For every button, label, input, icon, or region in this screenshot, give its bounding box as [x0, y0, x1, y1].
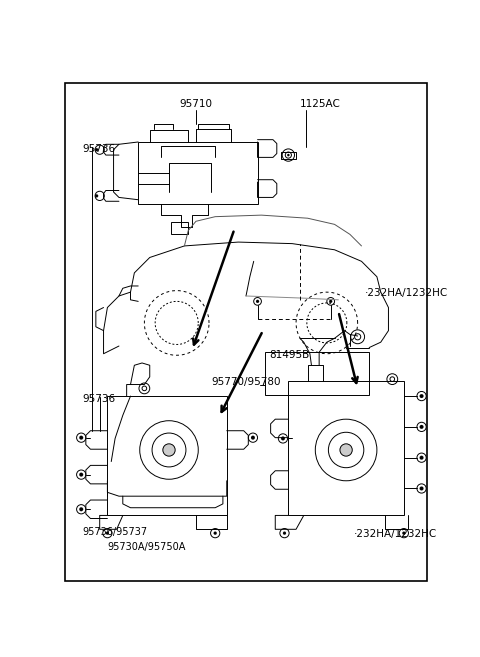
Bar: [138, 142, 258, 204]
Text: 95770/95780: 95770/95780: [211, 377, 281, 387]
Text: 95710: 95710: [180, 99, 213, 109]
Bar: [108, 396, 227, 516]
Circle shape: [287, 154, 289, 156]
Circle shape: [283, 532, 286, 535]
Circle shape: [256, 300, 259, 303]
Text: ·232HA/1232HC: ·232HA/1232HC: [354, 530, 437, 539]
Text: 95730A/95750A: 95730A/95750A: [108, 543, 186, 553]
Circle shape: [340, 444, 352, 456]
Text: 81495B: 81495B: [269, 350, 309, 360]
Circle shape: [251, 436, 255, 440]
Text: ·232HA/1232HC: ·232HA/1232HC: [365, 288, 449, 298]
Circle shape: [79, 507, 83, 511]
Circle shape: [329, 300, 332, 303]
Text: 1125AC: 1125AC: [300, 99, 341, 109]
Circle shape: [95, 194, 98, 197]
Circle shape: [163, 444, 175, 456]
Bar: [288, 380, 404, 516]
Circle shape: [402, 532, 406, 535]
Bar: [171, 222, 188, 235]
Circle shape: [95, 148, 98, 151]
Text: 95736: 95736: [83, 394, 116, 404]
Circle shape: [79, 472, 83, 476]
Circle shape: [420, 487, 423, 490]
Circle shape: [79, 436, 83, 440]
Circle shape: [106, 532, 109, 535]
Circle shape: [420, 425, 423, 429]
Circle shape: [420, 394, 423, 398]
Text: 95736: 95736: [83, 145, 116, 154]
Circle shape: [214, 532, 217, 535]
Bar: [265, 352, 369, 395]
Circle shape: [281, 436, 285, 440]
Circle shape: [420, 456, 423, 460]
Text: 95736/95737: 95736/95737: [83, 527, 148, 537]
